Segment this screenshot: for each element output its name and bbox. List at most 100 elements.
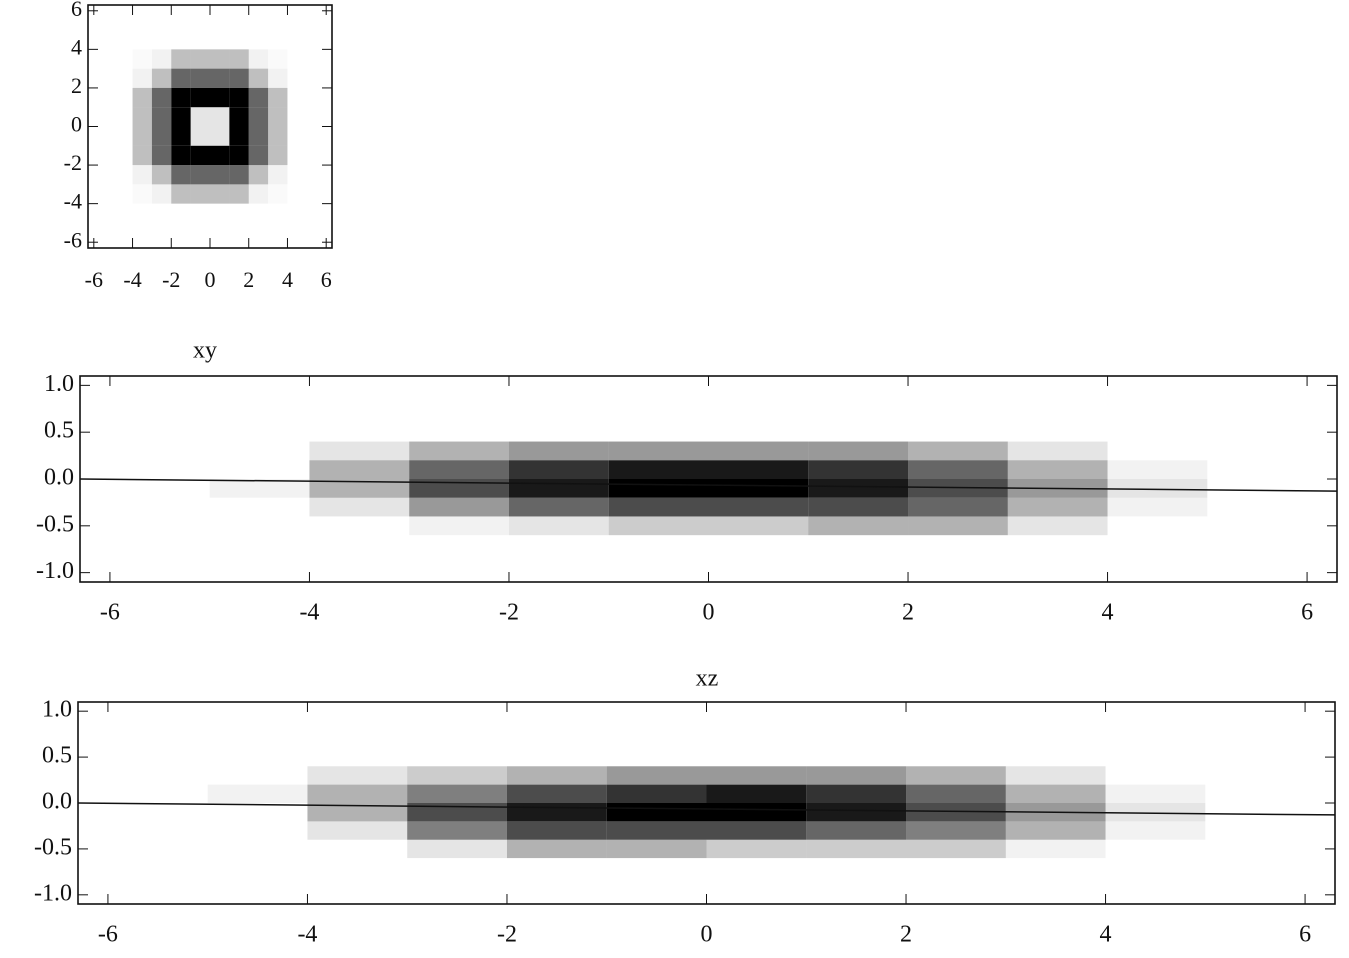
x-tick-label: -2 [497, 922, 517, 948]
density-cell [210, 107, 230, 127]
density-cell [508, 516, 609, 536]
density-cell [506, 803, 607, 822]
density-cell [309, 441, 410, 461]
density-cell [1107, 460, 1208, 479]
density-cell [151, 184, 172, 204]
density-cell [606, 766, 707, 785]
density-cell [906, 839, 1006, 859]
y-tick-label: 0.0 [42, 789, 72, 815]
y-tick-label: -2 [64, 150, 82, 175]
density-cell [229, 107, 249, 127]
x-tick-label: 6 [1301, 600, 1313, 626]
density-cell [1007, 441, 1108, 461]
density-cell [608, 516, 709, 536]
density-cell [309, 460, 410, 479]
density-cell [1107, 497, 1208, 517]
density-cell [132, 145, 152, 166]
y-tick-label: 1.0 [44, 371, 74, 397]
x-tick-label: -4 [299, 600, 319, 626]
density-cell [210, 516, 310, 535]
density-cell [706, 766, 807, 785]
density-cell [151, 87, 172, 108]
y-tick-label: 4 [71, 34, 82, 59]
y-tick-label: -1.0 [34, 880, 72, 906]
density-cell [608, 460, 709, 479]
density-cell [508, 460, 609, 479]
y-tick-label: -6 [64, 227, 82, 252]
density-cell [132, 68, 152, 88]
density-cell [207, 784, 308, 803]
density-cell [151, 126, 172, 146]
density-cell [208, 766, 308, 784]
x-tick-label: 2 [900, 922, 912, 948]
density-cell [407, 766, 507, 785]
density-cell [508, 497, 609, 517]
density-cell [1108, 516, 1208, 535]
density-cell [190, 107, 210, 127]
reference-line [77, 802, 1336, 816]
y-tick-label: -4 [64, 189, 82, 214]
density-cell [708, 516, 809, 536]
chart-title: xz [696, 666, 719, 692]
x-tick-label: -2 [162, 267, 180, 292]
density-cell [1007, 460, 1108, 479]
density-cell [133, 49, 152, 68]
x-tick-label: -4 [297, 922, 317, 948]
density-cell [171, 49, 191, 69]
x-tick-label: -6 [85, 267, 103, 292]
density-cell [906, 821, 1006, 840]
density-cell [806, 766, 907, 785]
density-cell [409, 497, 509, 517]
density-cell [229, 184, 249, 204]
density-cell [268, 49, 287, 68]
reference-line [79, 478, 1338, 492]
x-tick-label: 2 [243, 267, 254, 292]
density-cell [606, 821, 707, 840]
density-cell [171, 87, 191, 108]
y-tick-label: 0.5 [44, 418, 74, 444]
density-cell [171, 184, 191, 204]
x-tick-label: 2 [902, 600, 914, 626]
density-cell [1106, 840, 1206, 858]
density-cell [307, 821, 408, 840]
density-cell [307, 784, 408, 803]
density-cell [706, 839, 807, 859]
y-tick-label: 6 [71, 0, 82, 21]
density-cell [409, 516, 509, 536]
density-cell [908, 479, 1008, 498]
density-cell [190, 126, 210, 146]
x-tick-label: -2 [499, 600, 519, 626]
density-cell [248, 145, 269, 166]
density-cell [248, 49, 269, 69]
y-tick-label: 0.0 [44, 465, 74, 491]
density-cell [248, 68, 269, 88]
density-cell [708, 441, 809, 461]
density-cell [133, 184, 152, 203]
x-tick-label: 4 [1102, 600, 1114, 626]
density-cell [248, 184, 269, 204]
density-cell [1107, 479, 1208, 498]
density-cell [908, 441, 1008, 461]
density-cell [608, 441, 709, 461]
density-cell [906, 766, 1006, 785]
chart-title: xy [193, 338, 217, 364]
density-cell [608, 497, 709, 517]
density-cell [268, 68, 288, 88]
y-tick-label: -1.0 [36, 558, 74, 584]
density-cell [190, 87, 210, 108]
density-cell [268, 165, 288, 185]
density-cell [706, 821, 807, 840]
density-cell [808, 479, 909, 498]
density-cell [409, 479, 509, 498]
density-cell [268, 87, 288, 108]
density-cell [808, 441, 909, 461]
density-cell [407, 821, 507, 840]
density-cell [268, 107, 288, 127]
density-cell [908, 460, 1008, 479]
density-cell [190, 68, 210, 88]
density-cell [309, 479, 410, 498]
density-cell [506, 821, 607, 840]
density-cell [508, 441, 609, 461]
density-cell [307, 766, 408, 785]
